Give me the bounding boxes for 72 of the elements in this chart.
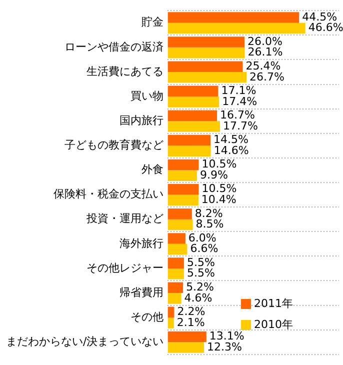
data-label: 26.7% xyxy=(250,70,285,84)
bar xyxy=(168,110,218,122)
data-label: 10.5% xyxy=(202,158,237,171)
data-label: 10.4% xyxy=(201,193,236,206)
data-label: 17.7% xyxy=(222,119,258,132)
bar xyxy=(168,282,184,294)
bar xyxy=(168,258,184,268)
data-label: 17.1% xyxy=(221,84,256,98)
data-label: 14.5% xyxy=(214,133,248,146)
data-label: 26.0% xyxy=(247,34,282,48)
y-tick-label: 国内旅行 xyxy=(120,114,164,127)
bar xyxy=(168,184,199,195)
legend-label: 2011年 xyxy=(254,296,293,311)
data-label: 5.5% xyxy=(186,256,215,269)
data-label: 8.2% xyxy=(194,206,223,220)
y-tick-label: 投資・運用など xyxy=(86,212,164,226)
data-label: 5.5% xyxy=(186,266,215,280)
data-label: 14.6% xyxy=(214,144,249,157)
data-label: 5.2% xyxy=(186,280,214,294)
y-tick-label: 帰省費用 xyxy=(120,286,164,299)
y-tick-label: 買い物 xyxy=(130,89,164,102)
bar xyxy=(168,72,247,83)
y-tick-label: 保険料・税金の支払い xyxy=(54,188,164,201)
bar xyxy=(168,121,220,132)
y-tick-label: 子どもの教育費など xyxy=(64,138,164,152)
bar xyxy=(168,244,188,255)
bar xyxy=(168,96,220,108)
bar xyxy=(168,86,218,97)
data-label: 12.3% xyxy=(207,340,242,354)
data-label: 10.5% xyxy=(202,182,237,196)
bar xyxy=(168,306,174,318)
y-tick-label: 外食 xyxy=(142,163,164,176)
data-label: 13.1% xyxy=(209,330,244,343)
y-tick-label: 海外旅行 xyxy=(120,236,164,250)
bar xyxy=(168,159,199,170)
data-label: 26.1% xyxy=(248,46,283,59)
data-label: 8.5% xyxy=(196,218,224,231)
bar xyxy=(168,134,211,146)
data-label: 9.9% xyxy=(200,168,228,182)
bar xyxy=(168,342,204,353)
data-label: 16.7% xyxy=(220,108,255,122)
bar xyxy=(168,36,244,48)
y-tick-label: その他レジャー xyxy=(86,261,164,274)
bar xyxy=(168,194,198,206)
bar xyxy=(168,208,192,220)
data-label: 17.4% xyxy=(222,94,258,108)
data-label: 46.6% xyxy=(308,21,343,34)
y-tick-label: ローンや借金の返済 xyxy=(64,40,164,54)
y-tick-label: 貯金 xyxy=(142,16,164,29)
bar xyxy=(168,318,174,328)
y-tick-label: まだわからない/決まっていない xyxy=(6,334,164,348)
data-label: 2.1% xyxy=(176,316,205,329)
bar xyxy=(168,331,206,342)
bar xyxy=(168,233,186,244)
data-label: 6.6% xyxy=(190,242,218,256)
bar xyxy=(168,293,182,304)
bar xyxy=(168,22,306,34)
bar xyxy=(168,219,193,230)
bar xyxy=(168,12,300,23)
data-label: 2.2% xyxy=(177,305,206,318)
data-label: 25.4% xyxy=(246,59,281,72)
bar xyxy=(168,170,197,182)
bar xyxy=(168,268,184,280)
bar xyxy=(168,146,211,156)
y-tick-label: その他 xyxy=(130,310,164,324)
data-label: 44.5% xyxy=(302,10,338,24)
data-label: 6.0% xyxy=(188,231,216,244)
bar xyxy=(168,61,243,72)
bar xyxy=(168,47,245,58)
data-label: 4.6% xyxy=(184,291,212,304)
y-tick-label: 生活費にあてる xyxy=(86,64,164,78)
legend-label: 2010年 xyxy=(254,317,293,332)
